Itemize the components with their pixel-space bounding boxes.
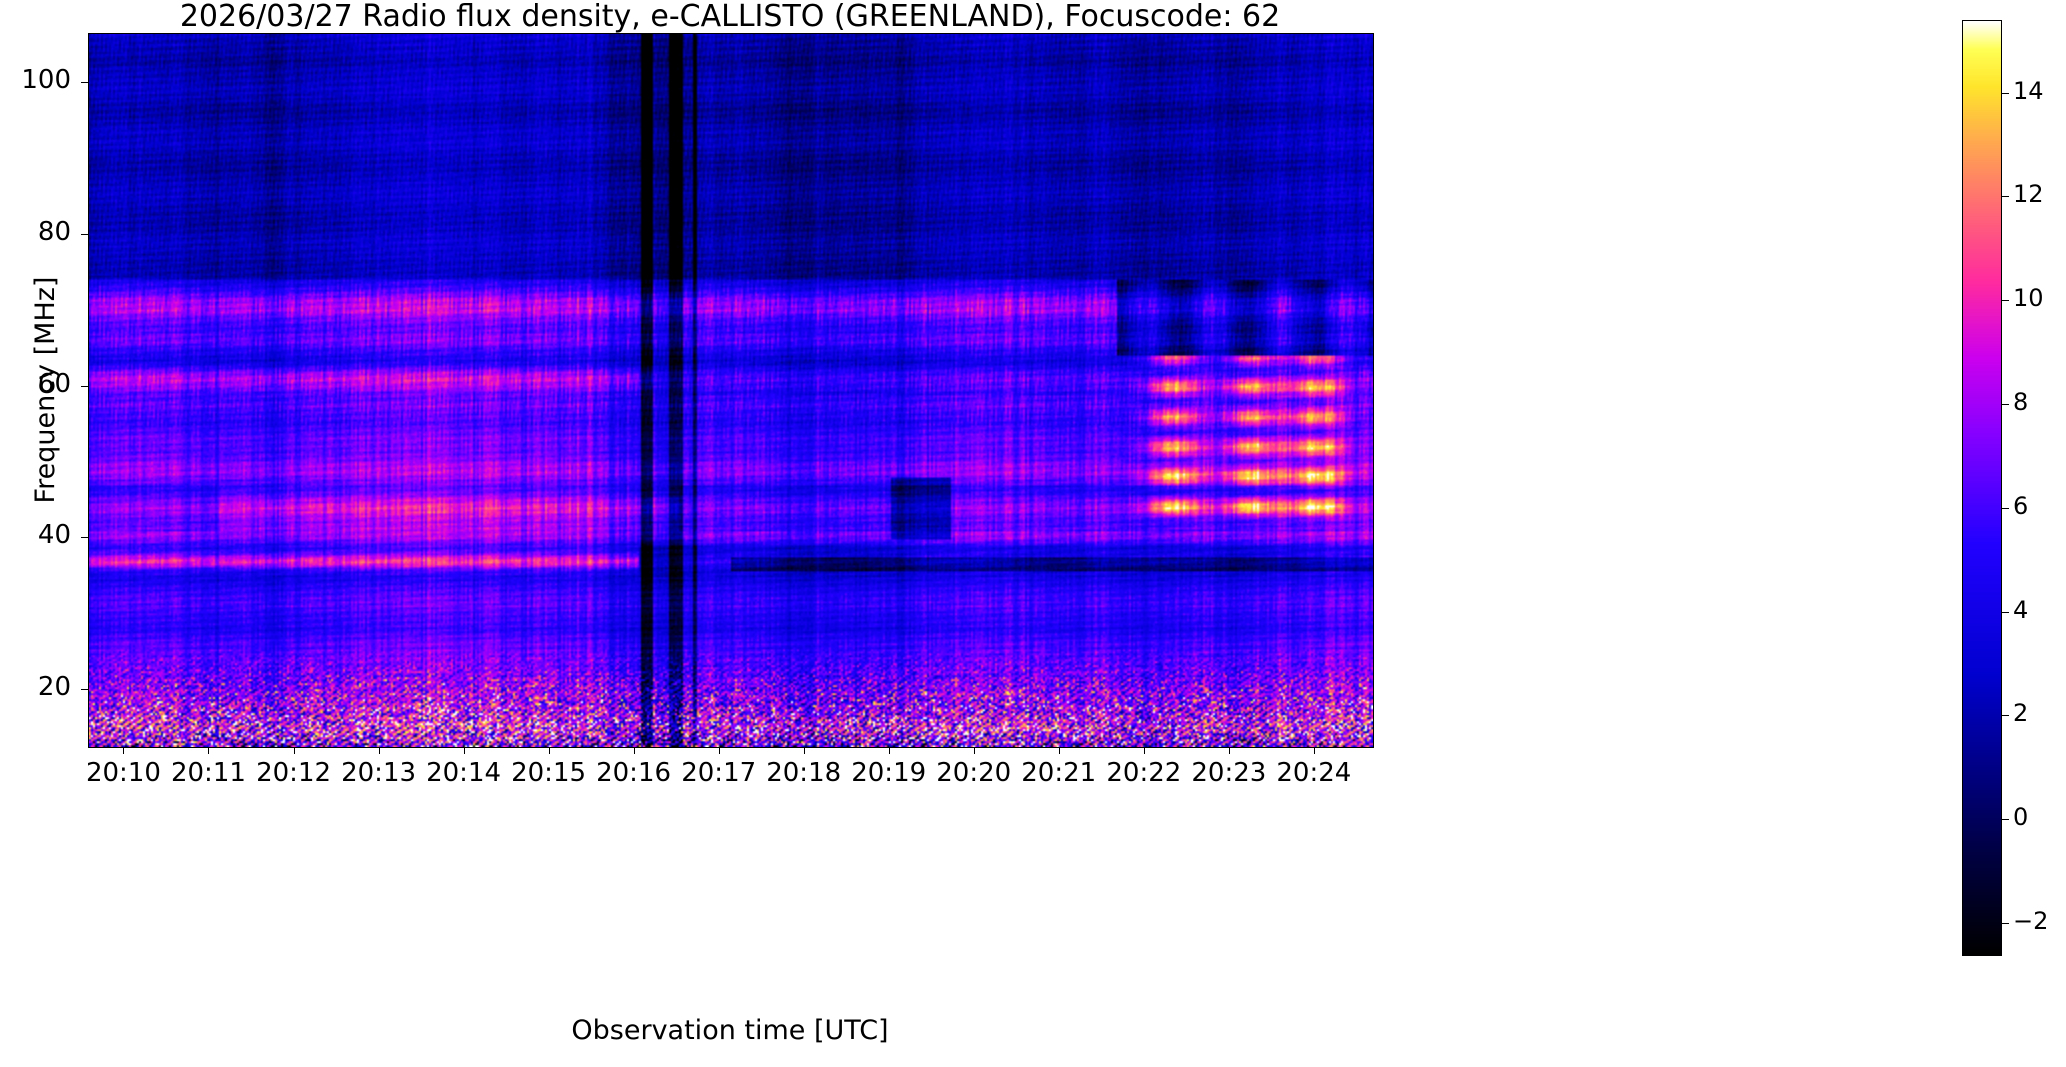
x-tick-label: 20:20	[936, 758, 1012, 788]
x-tick-label: 20:16	[596, 758, 672, 788]
x-tick-label: 20:23	[1191, 758, 1267, 788]
y-tick-label: 80	[37, 217, 71, 247]
y-tick-label: 60	[37, 368, 71, 399]
y-axis-label: Frequency [MHz]	[30, 276, 61, 503]
x-tick-label: 20:22	[1106, 758, 1182, 788]
colorbar-tick-label: 8	[2013, 387, 2029, 416]
colorbar-tick-mark	[2002, 612, 2009, 613]
x-tick-mark	[208, 747, 209, 754]
x-tick-mark	[123, 747, 124, 754]
x-tick-mark	[549, 747, 550, 754]
y-tick-label: 20	[37, 672, 71, 703]
x-tick-label: 20:17	[681, 758, 757, 788]
colorbar-tick-label: −2	[2013, 906, 2049, 935]
y-tick-label: 40	[37, 520, 71, 551]
y-tick-mark	[81, 537, 88, 538]
colorbar-tick-label: 6	[2013, 491, 2029, 520]
x-tick-mark	[974, 747, 975, 754]
x-tick-label: 20:19	[851, 758, 927, 788]
colorbar-tick-mark	[2002, 715, 2009, 716]
x-tick-label: 20:21	[1021, 758, 1097, 788]
x-tick-mark	[1314, 747, 1315, 754]
colorbar-tick-label: 4	[2013, 595, 2029, 624]
colorbar-tick-mark	[2002, 819, 2009, 820]
colorbar-tick-mark	[2002, 923, 2009, 924]
y-tick-mark	[81, 82, 88, 83]
colorbar-tick-label: 10	[2013, 284, 2044, 313]
spectrogram-axes[interactable]	[88, 33, 1374, 748]
x-tick-label: 20:15	[511, 758, 587, 788]
chart-title: 2026/03/27 Radio flux density, e-CALLIST…	[179, 0, 1281, 34]
x-tick-label: 20:14	[426, 758, 502, 788]
colorbar-tick-mark	[2002, 404, 2009, 405]
x-tick-mark	[634, 747, 635, 754]
colorbar-tick-label: 2	[2013, 699, 2029, 728]
y-tick-mark	[81, 386, 88, 387]
spectrogram-image[interactable]	[89, 34, 1373, 747]
x-tick-label: 20:11	[170, 758, 246, 788]
x-tick-mark	[889, 747, 890, 754]
colorbar-tick-mark	[2002, 300, 2009, 301]
colorbar-tick-mark	[2002, 508, 2009, 509]
colorbar-tick-label: 0	[2013, 803, 2029, 832]
x-tick-mark	[1059, 747, 1060, 754]
x-axis-label: Observation time [UTC]	[571, 1015, 889, 1046]
x-tick-label: 20:13	[341, 758, 417, 788]
y-tick-mark	[81, 689, 88, 690]
x-tick-mark	[1229, 747, 1230, 754]
colorbar-tick-mark	[2002, 196, 2009, 197]
colorbar-axes[interactable]	[1962, 20, 2002, 956]
x-tick-label: 20:24	[1276, 758, 1352, 788]
x-tick-mark	[804, 747, 805, 754]
x-tick-label: 20:18	[766, 758, 842, 788]
x-tick-mark	[1144, 747, 1145, 754]
x-tick-mark	[294, 747, 295, 754]
x-tick-label: 20:12	[256, 758, 332, 788]
x-tick-mark	[719, 747, 720, 754]
x-tick-mark	[464, 747, 465, 754]
colorbar-tick-label: 12	[2013, 180, 2044, 209]
y-tick-mark	[81, 234, 88, 235]
y-tick-label: 100	[21, 65, 71, 96]
colorbar-gradient	[1963, 21, 2001, 955]
colorbar-tick-label: 14	[2013, 76, 2044, 105]
x-tick-label: 20:10	[85, 758, 161, 788]
x-tick-mark	[379, 747, 380, 754]
colorbar-tick-mark	[2002, 93, 2009, 94]
